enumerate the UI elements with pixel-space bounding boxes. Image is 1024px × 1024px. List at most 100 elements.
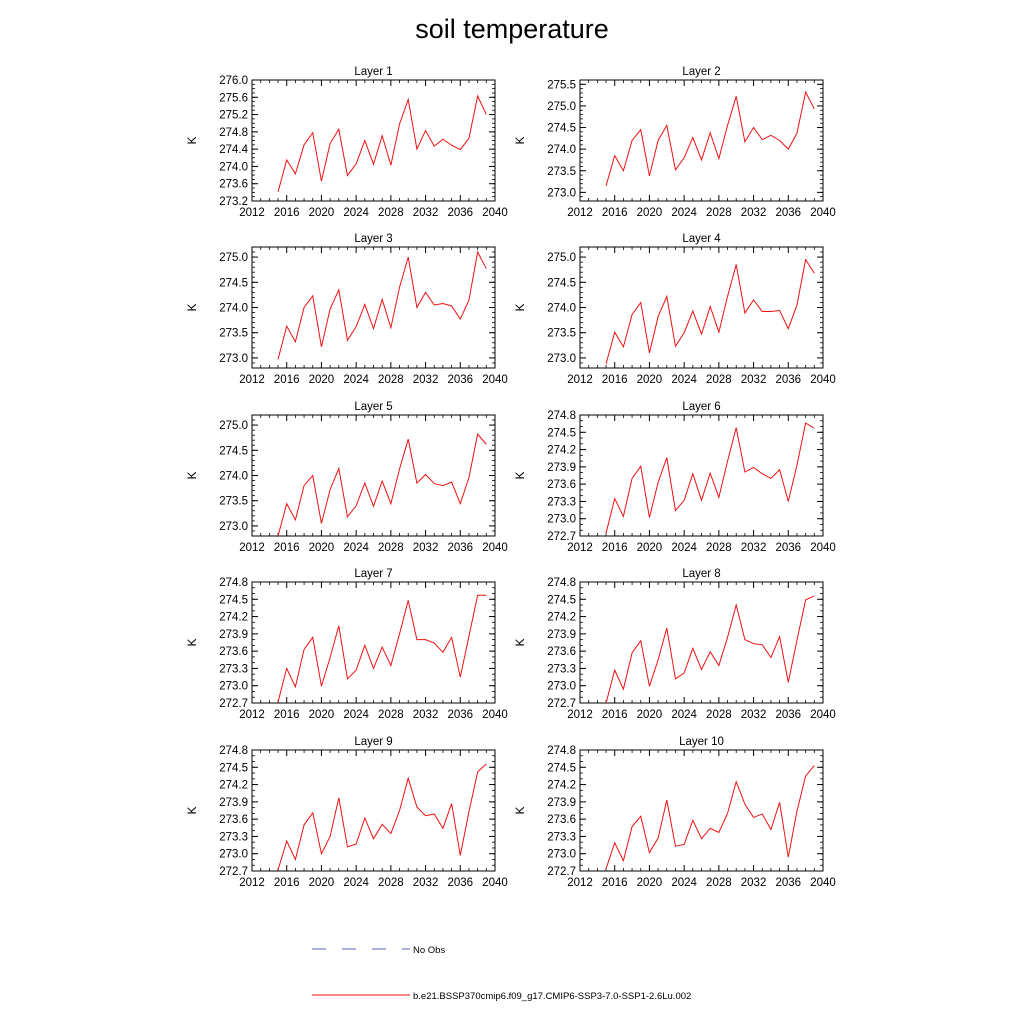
panel-layer-5: Layer 5 K 2012 2016 2020 2024 2028 2032 2036 2040… (185, 401, 508, 554)
x-tick-label: 2024 (671, 877, 697, 889)
series-line (277, 594, 487, 702)
series-line (605, 422, 815, 534)
x-tick-label: 2028 (378, 877, 404, 889)
y-tick-label: 274.5 (547, 762, 576, 774)
x-tick-label: 2020 (309, 542, 335, 554)
y-axis-label: K (185, 806, 199, 814)
x-tick-label: 2024 (671, 374, 697, 386)
plot-frame (579, 581, 824, 704)
series-line (605, 595, 815, 704)
x-tick-label: 2012 (567, 542, 593, 554)
y-tick-label: 274.8 (219, 127, 248, 139)
x-tick-label: 2024 (343, 207, 369, 219)
y-tick-label: 275.0 (547, 101, 576, 113)
x-tick-label: 2028 (378, 709, 404, 721)
x-tick-label: 2032 (741, 709, 767, 721)
panel-layer-7: Layer 7 K 2012 2016 2020 2024 2028 2032 2036 2040… (185, 568, 508, 721)
x-tick-label: 2016 (602, 207, 628, 219)
x-tick-label: 2016 (274, 877, 300, 889)
x-tick-label: 2028 (378, 207, 404, 219)
panel-title: Layer 1 (354, 66, 392, 78)
y-tick-label: 275.6 (219, 92, 248, 104)
y-tick-label: 274.2 (547, 780, 576, 792)
x-tick-label: 2028 (706, 374, 732, 386)
x-tick-label: 2036 (775, 542, 801, 554)
x-tick-label: 2032 (413, 709, 439, 721)
x-tick-label: 2020 (637, 374, 663, 386)
y-tick-label: 274.0 (219, 471, 248, 483)
panel-layer-3: Layer 3 K 2012 2016 2020 2024 2028 2032 2036 2040… (185, 233, 508, 386)
y-tick-label: 274.5 (219, 762, 248, 774)
y-tick-label: 273.2 (219, 196, 248, 208)
panel-title: Layer 2 (682, 66, 720, 78)
x-tick-label: 2020 (309, 374, 335, 386)
x-tick-label: 2028 (706, 709, 732, 721)
y-tick-label: 273.3 (547, 831, 576, 843)
plot-frame (579, 749, 824, 872)
x-tick-label: 2020 (309, 207, 335, 219)
y-tick-label: 276.0 (219, 75, 248, 87)
x-tick-label: 2012 (239, 374, 265, 386)
x-tick-label: 2036 (775, 709, 801, 721)
panel-layer-1: Layer 1 K 2012 2016 2020 2024 2028 2032 2036 2040… (185, 66, 508, 219)
y-tick-label: 273.6 (219, 814, 248, 826)
x-tick-label: 2032 (741, 207, 767, 219)
x-tick-label: 2024 (343, 877, 369, 889)
y-tick-label: 274.5 (219, 277, 248, 289)
y-tick-label: 273.3 (219, 663, 248, 675)
x-tick-label: 2040 (482, 877, 508, 889)
y-tick-label: 273.3 (219, 831, 248, 843)
x-tick-label: 2012 (567, 374, 593, 386)
x-tick-label: 2024 (671, 542, 697, 554)
series-line (277, 433, 487, 537)
x-tick-label: 2024 (343, 374, 369, 386)
panel-title: Layer 5 (354, 401, 392, 413)
y-tick-label: 273.9 (547, 629, 576, 641)
x-tick-label: 2032 (413, 374, 439, 386)
y-tick-label: 273.9 (547, 797, 576, 809)
panel-title: Layer 8 (682, 568, 720, 580)
panel-layer-2: Layer 2 K 2012 2016 2020 2024 2028 2032 2036 2040… (513, 66, 836, 219)
x-tick-label: 2020 (309, 877, 335, 889)
y-tick-label: 274.0 (547, 303, 576, 315)
panel-layer-6: Layer 6 K 2012 2016 2020 2024 2028 2032 2036 2040… (513, 401, 836, 554)
x-tick-label: 2020 (637, 877, 663, 889)
y-tick-label: 274.5 (547, 277, 576, 289)
y-tick-label: 273.0 (219, 849, 248, 861)
y-tick-label: 273.0 (547, 514, 576, 526)
x-tick-label: 2032 (413, 542, 439, 554)
x-tick-label: 2036 (447, 877, 473, 889)
x-tick-label: 2020 (309, 709, 335, 721)
plot-frame (251, 749, 496, 872)
y-tick-label: 275.5 (547, 79, 576, 91)
series-line (277, 250, 487, 360)
y-tick-label: 273.6 (547, 814, 576, 826)
panel-title: Layer 7 (354, 568, 392, 580)
x-tick-label: 2040 (810, 877, 836, 889)
y-tick-label: 273.0 (547, 187, 576, 199)
y-tick-label: 274.2 (219, 780, 248, 792)
panel-title: Layer 9 (354, 736, 392, 748)
y-tick-label: 273.0 (547, 353, 576, 365)
x-tick-label: 2012 (567, 877, 593, 889)
x-tick-label: 2040 (482, 374, 508, 386)
x-tick-label: 2020 (637, 207, 663, 219)
x-tick-label: 2016 (602, 374, 628, 386)
x-tick-label: 2032 (413, 877, 439, 889)
y-tick-label: 273.5 (547, 166, 576, 178)
x-tick-label: 2028 (706, 207, 732, 219)
y-tick-label: 274.0 (219, 161, 248, 173)
y-tick-label: 273.5 (219, 496, 248, 508)
y-axis-label: K (513, 638, 527, 646)
plot-frame (251, 246, 496, 369)
panel-layer-4: Layer 4 K 2012 2016 2020 2024 2028 2032 2036 2040… (513, 233, 836, 386)
y-axis-label: K (185, 471, 199, 479)
x-tick-label: 2024 (343, 709, 369, 721)
x-tick-label: 2012 (239, 207, 265, 219)
x-tick-label: 2024 (671, 709, 697, 721)
x-tick-label: 2020 (637, 542, 663, 554)
series-line (605, 765, 815, 869)
panel-layer-8: Layer 8 K 2012 2016 2020 2024 2028 2032 2036 2040… (513, 568, 836, 721)
x-tick-label: 2040 (482, 207, 508, 219)
y-tick-label: 274.5 (547, 123, 576, 135)
